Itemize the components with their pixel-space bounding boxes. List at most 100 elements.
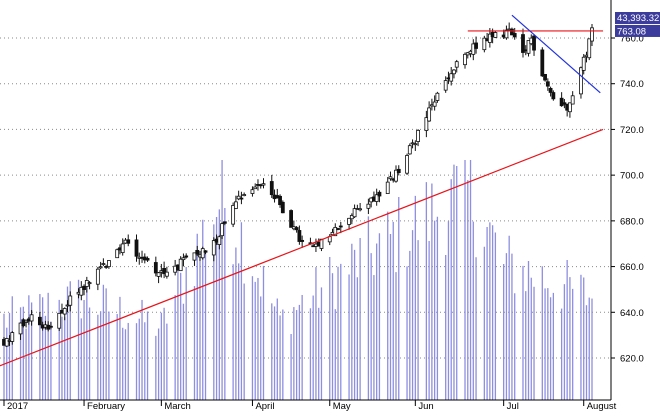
candle-body (416, 129, 420, 142)
candle-body (579, 67, 583, 95)
x-tick-label: Jun (418, 401, 433, 412)
candle-body (543, 73, 547, 81)
candle-body (471, 43, 476, 55)
candle-body (377, 191, 382, 197)
y-tick-label: 720.0 (620, 125, 644, 136)
candle-body (195, 249, 200, 255)
candle-body (294, 227, 299, 231)
candle-body (231, 205, 236, 225)
candle-body (126, 239, 131, 244)
candle-body (352, 208, 357, 218)
candle-body (333, 226, 338, 237)
candle-body (87, 282, 92, 285)
candle-body (37, 316, 42, 326)
candle-body (562, 102, 567, 105)
candle-body (388, 176, 393, 180)
candle-body (82, 285, 86, 290)
candle-body (540, 49, 545, 77)
candle-body (521, 34, 525, 53)
downtrend-line (511, 14, 601, 94)
volume-badge-text: 43,393.32 (617, 13, 659, 24)
candle-body (394, 169, 398, 182)
candle-body (487, 33, 492, 43)
candle-body (427, 107, 432, 122)
candle-body (79, 286, 84, 296)
candle-body (203, 250, 208, 253)
candle-body (432, 101, 437, 107)
candle-body (443, 80, 448, 91)
last-price-badge-box (615, 24, 660, 37)
candle-body (396, 168, 401, 173)
grid-lines (0, 37, 611, 359)
candle-body (463, 53, 467, 66)
candle-body (253, 186, 258, 190)
price-candles (2, 22, 594, 347)
candle-body (107, 260, 111, 268)
candle-body (280, 201, 285, 214)
last-price-badge: 763.08 (615, 24, 660, 37)
candle-body (10, 332, 15, 342)
y-tick-label: 740.0 (620, 79, 644, 90)
candle-body (545, 81, 550, 87)
candle-body (62, 308, 67, 315)
candle-body (358, 208, 363, 211)
candle-body (338, 225, 343, 228)
candle-body (493, 32, 498, 38)
candle-body (449, 73, 454, 82)
candle-body (181, 257, 186, 261)
candle-body (178, 258, 183, 272)
price-badges: 43,393.32 763.08 (615, 12, 660, 37)
x-tick-label: 2017 (7, 401, 28, 412)
candle-body (222, 221, 227, 224)
candle-body (211, 240, 216, 256)
x-tick-label: August (587, 401, 617, 412)
candle-body (153, 262, 158, 274)
candle-body (239, 197, 244, 200)
candle-body (57, 312, 62, 329)
candle-body (568, 102, 572, 113)
volume-badge: 43,393.32 (615, 12, 660, 24)
candle-body (184, 255, 189, 258)
candle-body (454, 61, 459, 68)
candle-body (18, 322, 23, 335)
candle-body (145, 258, 150, 261)
y-tick-label: 660.0 (620, 262, 644, 273)
candle-body (474, 42, 478, 49)
axes (0, 0, 612, 401)
candle-body (512, 33, 517, 38)
candle-body (261, 183, 266, 186)
candle-body (162, 267, 167, 275)
y-tick-label: 620.0 (620, 354, 644, 365)
y-tick-label: 700.0 (620, 171, 644, 182)
candle-body (548, 87, 553, 93)
candle-body (297, 230, 302, 242)
candle-body (407, 145, 412, 155)
candle-body (482, 37, 487, 51)
x-tick-label: April (255, 401, 274, 412)
candle-body (587, 38, 592, 59)
candle-body (435, 92, 440, 101)
candle-body (242, 194, 247, 197)
volume-badge-box (615, 12, 660, 24)
candle-body (366, 203, 371, 209)
x-tick-labels: 2017 February March April May Jun Jul August (3, 400, 617, 412)
candle-body (424, 117, 429, 131)
candle-body (49, 325, 53, 328)
candle-body (559, 97, 564, 107)
candle-body (504, 29, 509, 39)
volume-bars (3, 160, 593, 400)
candle-body (300, 239, 305, 242)
candle-body (551, 92, 556, 100)
candle-body (134, 239, 139, 257)
candle-body (278, 195, 282, 206)
candle-body (532, 35, 536, 51)
candle-body (4, 338, 9, 347)
uptrend-line (0, 128, 604, 367)
candle-body (68, 295, 73, 306)
candle-body (385, 181, 390, 194)
candle-body (29, 314, 34, 322)
candle-body (236, 195, 241, 200)
candle-body (217, 236, 222, 245)
